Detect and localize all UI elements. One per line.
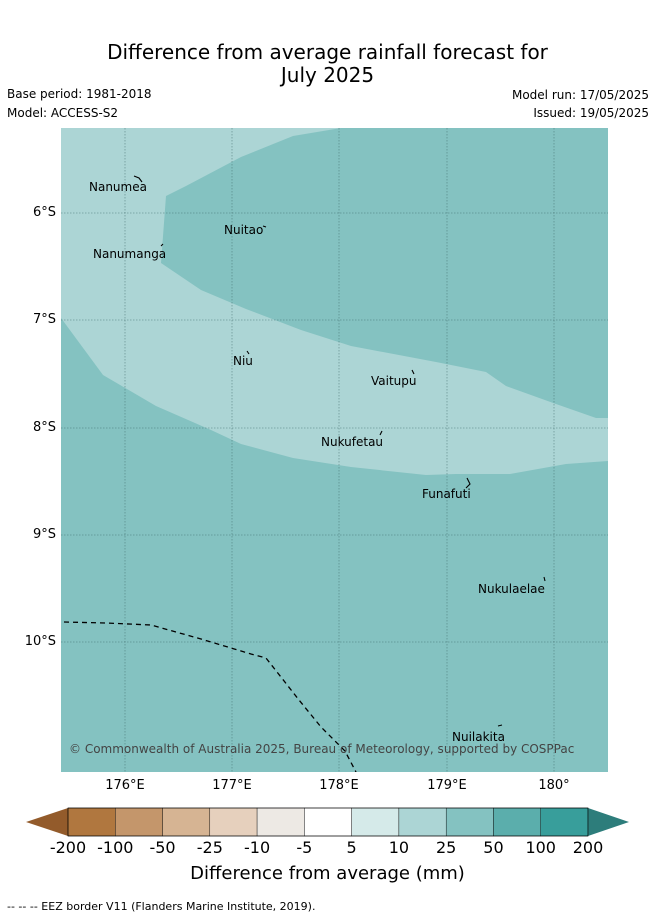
colorbar-segments	[67, 807, 589, 837]
model-name: Model: ACCESS-S2	[7, 106, 119, 120]
copyright-notice: © Commonwealth of Australia 2025, Bureau…	[69, 742, 575, 756]
colorbar-tick-label: -10	[244, 838, 271, 857]
colorbar-segment	[256, 807, 305, 837]
colorbar-tick-label: 100	[525, 838, 556, 857]
lon-label-176e: 176°E	[105, 778, 145, 793]
title-line-2: July 2025	[280, 63, 375, 87]
graticule	[61, 128, 608, 772]
colorbar-segment	[398, 807, 447, 837]
title-line-1: Difference from average rainfall forecas…	[107, 40, 548, 64]
island-outlines	[133, 175, 546, 727]
map-canvas	[61, 128, 608, 772]
lat-label-9s: 9°S	[32, 527, 56, 542]
map-title: Difference from average rainfall forecas…	[0, 41, 655, 87]
colorbar-frame	[67, 807, 589, 837]
rainfall-map: Nanumea Nuitao Nanumanga Niu Vaitupu Nuk…	[61, 128, 608, 772]
colorbar	[26, 807, 629, 837]
colorbar-tick-label: 200	[572, 838, 604, 857]
colorbar-segment	[67, 807, 116, 837]
lon-label-179e: 179°E	[427, 778, 467, 793]
lat-label-7s: 7°S	[32, 312, 56, 327]
island-label-funafuti: Funafuti	[422, 487, 471, 501]
colorbar-tick-label: -5	[296, 838, 313, 857]
lon-label-180: 180°	[538, 778, 570, 793]
lat-label-6s: 6°S	[32, 205, 56, 220]
base-period: Base period: 1981-2018	[7, 87, 152, 101]
lon-label-177e: 177°E	[212, 778, 252, 793]
issued-date: Issued: 19/05/2025	[533, 106, 649, 120]
eez-border-line	[63, 621, 357, 772]
colorbar-tick-label: -100	[97, 838, 134, 857]
colorbar-low-arrow	[26, 808, 68, 836]
colorbar-tick-label: 25	[435, 838, 457, 857]
colorbar-segment	[540, 807, 589, 837]
colorbar-segment	[351, 807, 400, 837]
island-label-nuitao: Nuitao	[224, 223, 264, 237]
colorbar-segment	[209, 807, 258, 837]
island-label-nukufetau: Nukufetau	[321, 435, 384, 449]
colorbar-segment	[115, 807, 163, 837]
lon-label-178e: 178°E	[319, 778, 359, 793]
colorbar-tick-label: 50	[483, 838, 504, 857]
colorbar-segment	[445, 807, 494, 837]
colorbar-segment	[304, 807, 352, 837]
colorbar-high-arrow	[588, 808, 629, 836]
lat-label-10s: 10°S	[24, 634, 56, 649]
colorbar-tick-label: -50	[149, 838, 176, 857]
island-label-niu: Niu	[233, 354, 253, 368]
island-label-nukulaelae: Nukulaelae	[478, 582, 545, 596]
island-label-nanumea: Nanumea	[89, 180, 147, 194]
eez-footnote: -- -- -- EEZ border V11 (Flanders Marine…	[7, 900, 316, 913]
colorbar-tick-label: 5	[346, 838, 357, 857]
colorbar-tick-label: -25	[196, 838, 223, 857]
island-label-nanumanga: Nanumanga	[93, 247, 167, 261]
colorbar-segment	[162, 807, 211, 837]
island-label-vaitupu: Vaitupu	[371, 374, 417, 388]
lat-label-8s: 8°S	[32, 420, 56, 435]
colorbar-tick-label: 10	[388, 838, 410, 857]
colorbar-segment	[493, 807, 541, 837]
colorbar-tick-label: -200	[49, 838, 87, 857]
band-25-50-north-region	[161, 128, 608, 418]
colorbar-title: Difference from average (mm)	[190, 863, 465, 884]
island-label-nuilakita: Nuilakita	[452, 730, 505, 744]
model-run: Model run: 17/05/2025	[511, 88, 649, 102]
